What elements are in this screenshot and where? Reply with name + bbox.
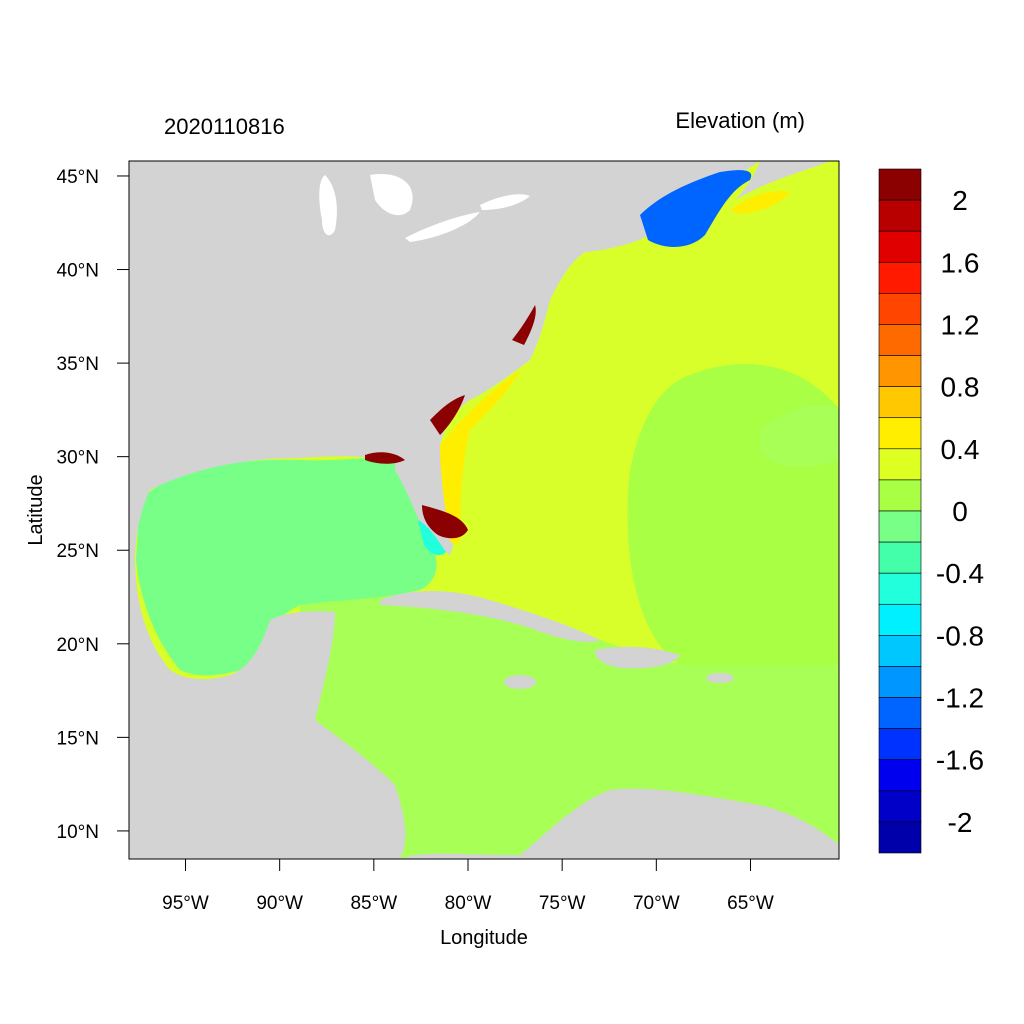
cuba-land — [380, 591, 600, 642]
colorbar-swatch — [878, 821, 922, 854]
positive-surge-southeast — [440, 370, 520, 544]
lat-tick-label: 35°N — [57, 354, 99, 375]
colorbar-swatch — [878, 448, 922, 481]
colorbar-label: -0.4 — [936, 558, 984, 589]
colorbar-swatch — [878, 261, 922, 294]
map-frame — [128, 160, 840, 860]
lon-tick-label: 70°W — [633, 893, 680, 914]
mid-ocean-notch — [760, 405, 839, 467]
colorbar-label: 0.8 — [941, 372, 980, 403]
colorbar: 2 1.6 1.2 0.8 0.4 0 -0.4 -0.8 -1.2 -1.6 -2 — [878, 168, 984, 854]
x-axis-label: Longitude — [440, 927, 528, 949]
latitude-axis: 45°N 40°N 35°N 30°N 25°N 20°N 15°N 10°N — [57, 167, 129, 843]
caribbean-sea — [300, 594, 839, 859]
flooded-big-bend — [365, 452, 405, 464]
flooded-south-florida — [422, 505, 468, 539]
lat-tick-label: 20°N — [57, 635, 99, 656]
y-axis-label: Latitude — [25, 474, 47, 545]
lon-tick-label: 80°W — [445, 893, 492, 914]
lon-tick-label: 85°W — [350, 893, 397, 914]
lon-tick-label: 95°W — [162, 893, 209, 914]
colorbar-swatch — [878, 697, 922, 729]
date-title: 2020110816 — [164, 114, 285, 139]
flooded-carolinas — [512, 305, 536, 345]
colorbar-swatch — [878, 790, 922, 823]
mexico-central-america-land — [129, 555, 406, 859]
flooded-northeast-florida — [430, 395, 465, 435]
lat-tick-label: 30°N — [57, 448, 99, 469]
puerto-rico-land — [706, 673, 734, 683]
colorbar-label: 0 — [952, 496, 968, 527]
variable-title: Elevation (m) — [675, 108, 805, 133]
positive-surge-nova-scotia — [730, 190, 790, 214]
colorbar-swatch — [878, 541, 922, 574]
nova-scotia-land — [735, 161, 830, 200]
lake-ontario — [480, 194, 530, 210]
colorbar-label: 1.2 — [941, 309, 980, 340]
lon-tick-label: 90°W — [256, 893, 303, 914]
colorbar-swatch — [878, 168, 922, 201]
colorbar-swatch — [878, 386, 922, 419]
lat-tick-label: 15°N — [57, 728, 99, 749]
colorbar-swatch — [878, 230, 922, 263]
colorbar-swatch — [878, 355, 922, 387]
colorbar-swatch — [878, 666, 922, 698]
colorbar-swatch — [878, 572, 922, 605]
negative-surge-florida-bay — [418, 520, 446, 556]
lake-erie — [405, 212, 480, 242]
colorbar-label: -1.2 — [936, 683, 984, 714]
colorbar-swatch — [878, 510, 922, 543]
negative-surge-gulf-of-maine — [640, 170, 752, 247]
colorbar-label: 1.6 — [941, 247, 980, 278]
lat-tick-label: 40°N — [57, 261, 99, 282]
lat-tick-label: 25°N — [57, 541, 99, 562]
colorbar-label: 0.4 — [941, 434, 980, 465]
colorbar-swatch — [878, 603, 922, 636]
hispaniola-land — [595, 646, 680, 669]
colorbar-swatch — [878, 728, 922, 761]
lat-tick-label: 45°N — [57, 167, 99, 188]
colorbar-swatch — [878, 635, 922, 667]
lake-michigan — [319, 175, 337, 236]
colorbar-swatch — [878, 199, 922, 232]
colorbar-swatch — [878, 293, 922, 325]
colorbar-swatch — [878, 479, 922, 512]
map-panel: 45°N 40°N 35°N 30°N 25°N 20°N 15°N 10°N 95°W 90°… — [57, 160, 840, 914]
longitude-axis: 95°W 90°W 85°W 80°W 75°W 70°W 65°W — [162, 859, 774, 914]
colorbar-label: 2 — [952, 185, 968, 216]
lat-tick-label: 10°N — [57, 822, 99, 843]
colorbar-label: -1.6 — [936, 745, 984, 776]
gulf-of-mexico — [136, 458, 437, 676]
jamaica-land — [504, 675, 536, 689]
lon-tick-label: 75°W — [539, 893, 586, 914]
colorbar-swatch — [878, 759, 922, 792]
colorbar-label: -2 — [948, 807, 973, 838]
colorbar-swatch — [878, 324, 922, 356]
colorbar-label: -0.8 — [936, 620, 984, 651]
lake-huron — [370, 174, 413, 216]
colorbar-swatch — [878, 417, 922, 450]
lon-tick-label: 65°W — [727, 893, 774, 914]
north-america-land — [129, 161, 760, 555]
south-america-land — [400, 788, 839, 859]
